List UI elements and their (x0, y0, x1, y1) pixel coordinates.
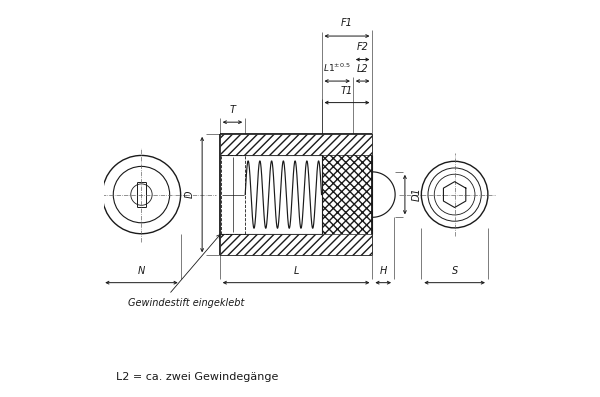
Text: N: N (138, 266, 145, 276)
Text: F2: F2 (356, 42, 368, 52)
Text: H: H (380, 266, 387, 276)
Text: L: L (293, 266, 299, 276)
Text: F1: F1 (341, 18, 353, 28)
Bar (322, 156, 373, 234)
Text: Gewindestift eingeklebt: Gewindestift eingeklebt (128, 298, 244, 308)
Bar (220, 134, 373, 156)
Text: T: T (229, 105, 235, 115)
Text: S: S (451, 266, 458, 276)
Text: L2 = ca. zwei Gewindegänge: L2 = ca. zwei Gewindegänge (116, 372, 278, 382)
Text: D1: D1 (412, 188, 422, 201)
Text: D: D (185, 191, 195, 198)
Text: L2: L2 (357, 64, 368, 74)
Text: $L1^{\pm0.5}$: $L1^{\pm0.5}$ (323, 62, 351, 74)
Text: T1: T1 (341, 85, 353, 96)
Bar (220, 234, 373, 255)
